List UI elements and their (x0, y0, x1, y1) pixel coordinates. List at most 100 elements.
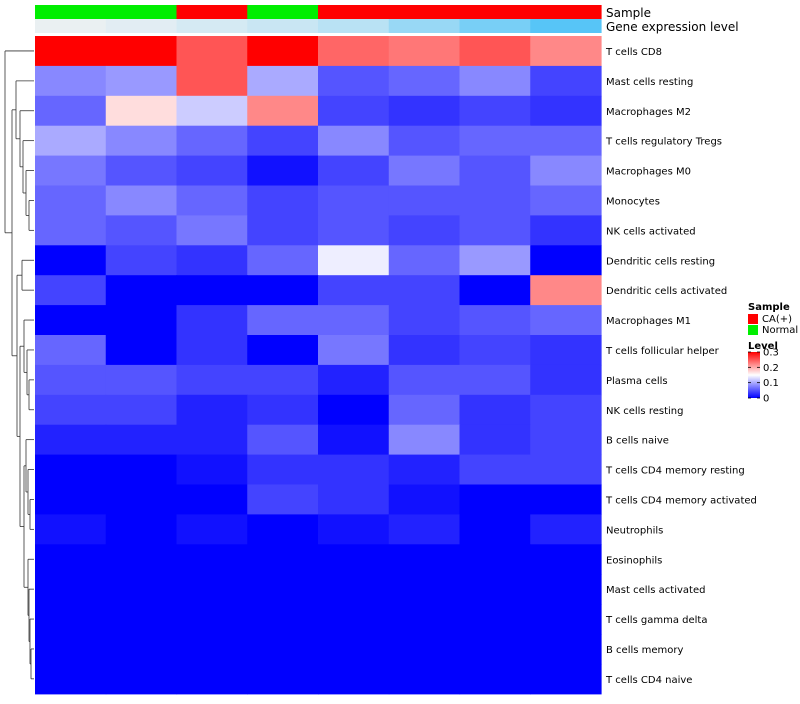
heatmap-cell (459, 275, 531, 306)
heatmap-cell (105, 634, 178, 665)
row-label: Mast cells resting (606, 77, 693, 88)
heatmap-cell (318, 65, 390, 97)
annotation-sample-cell (318, 5, 390, 19)
heatmap-cell (35, 95, 107, 127)
heatmap-cell (318, 275, 390, 306)
heatmap-cell (176, 634, 248, 665)
heatmap-cell (247, 185, 319, 216)
heatmap-cell (176, 514, 248, 545)
heatmap-cell (176, 335, 248, 366)
heatmap-cell (388, 424, 461, 456)
heatmap-cell (176, 424, 248, 456)
annotation-expression-cell (35, 19, 107, 33)
heatmap-cell (530, 514, 602, 545)
heatmap-cell (247, 275, 319, 306)
heatmap-cell (35, 454, 107, 486)
legend-level-tick-label: 0.1 (763, 378, 779, 389)
row-label: Mast cells activated (606, 585, 705, 596)
heatmap-cell (35, 215, 107, 246)
heatmap-cell (247, 95, 319, 127)
heatmap-cell (388, 125, 461, 157)
annotation-label-expression: Gene expression level (606, 20, 739, 34)
heatmap-cell (105, 95, 178, 127)
heatmap-cell (176, 36, 248, 67)
heatmap-cell (318, 245, 390, 276)
heatmap-cell (388, 454, 461, 486)
heatmap-cell (176, 275, 248, 306)
heatmap-cell (247, 484, 319, 515)
heatmap-cell (176, 484, 248, 515)
legend-swatch-normal (748, 325, 758, 335)
column-annotation-tracks (35, 5, 602, 33)
heatmap-cell (388, 604, 461, 635)
annotation-sample-cell (459, 5, 531, 19)
row-labels: T cells CD8 Mast cells resting Macrophages… (605, 47, 757, 686)
heatmap-cell (530, 544, 602, 575)
row-label: Plasma cells (606, 376, 668, 387)
heatmap-cell (247, 36, 319, 67)
heatmap-cell (176, 394, 248, 426)
heatmap-cell (247, 65, 319, 97)
heatmap-cell (105, 394, 178, 426)
heatmap-cell (388, 394, 461, 426)
legend-level-ticks: 0.3 0.2 0.1 0 (748, 348, 779, 405)
heatmap-cell (247, 544, 319, 575)
heatmap-cell (459, 245, 531, 276)
heatmap-cell (176, 65, 248, 97)
legend-level-tick-label: 0.3 (763, 348, 779, 359)
heatmap-cell (388, 514, 461, 545)
heatmap-cell (318, 36, 390, 67)
heatmap-cell (530, 424, 602, 456)
heatmap-cell (318, 155, 390, 187)
heatmap-cell (388, 36, 461, 67)
heatmap-cell (35, 514, 107, 545)
heatmap-cell (459, 544, 531, 575)
row-label: Dendritic cells resting (606, 256, 715, 267)
row-label: Eosinophils (606, 555, 662, 566)
heatmap-cell (105, 663, 178, 695)
row-label: Neutrophils (606, 525, 663, 536)
heatmap-cell (318, 574, 390, 605)
heatmap-cell (459, 215, 531, 246)
heatmap-cell (176, 155, 248, 187)
heatmap-cell (105, 574, 178, 605)
heatmap-cell (105, 364, 178, 396)
annotation-expression-cell (388, 19, 461, 33)
heatmap-cell (35, 155, 107, 187)
heatmap-cell (105, 275, 178, 306)
heatmap-cell (388, 634, 461, 665)
annotation-sample-cell (176, 5, 248, 19)
heatmap-cell (105, 36, 178, 67)
heatmap-cell (530, 484, 602, 515)
annotation-expression-cell (318, 19, 390, 33)
heatmap-cell (35, 484, 107, 515)
row-label: T cells CD4 memory activated (605, 495, 757, 506)
legend-label-ca: CA(+) (762, 314, 792, 325)
heatmap-cell (176, 663, 248, 695)
annotation-label-sample: Sample (606, 6, 651, 20)
row-label: B cells memory (606, 645, 683, 656)
heatmap-cell (35, 335, 107, 366)
heatmap-cell (459, 305, 531, 336)
heatmap-cell (176, 245, 248, 276)
row-label: T cells gamma delta (605, 615, 707, 626)
row-label: B cells naive (606, 436, 669, 447)
annotation-sample-cell (247, 5, 319, 19)
heatmap-cell (459, 65, 531, 97)
heatmap-cell (176, 185, 248, 216)
heatmap-cell (459, 514, 531, 545)
annotation-expression-cell (530, 19, 602, 33)
row-label: T cells CD4 memory resting (605, 466, 745, 477)
annotation-expression-cell (105, 19, 178, 33)
heatmap-cell (530, 604, 602, 635)
heatmap-cell (105, 484, 178, 515)
heatmap-cell (459, 484, 531, 515)
heatmap-cell (318, 125, 390, 157)
heatmap-cell (459, 604, 531, 635)
heatmap-cell (35, 65, 107, 97)
heatmap-cell (459, 454, 531, 486)
heatmap-cell (105, 305, 178, 336)
annotation-sample-cell (105, 5, 178, 19)
heatmap-cell (105, 185, 178, 216)
